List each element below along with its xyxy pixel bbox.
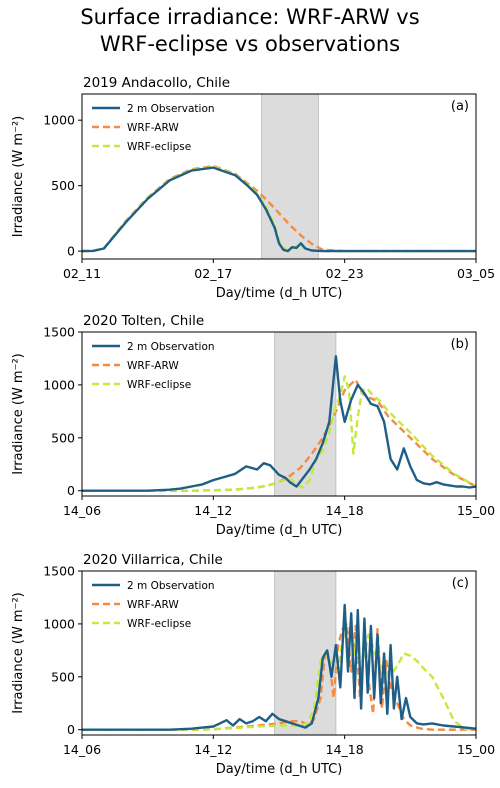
legend-label-arw: WRF-ARW xyxy=(127,360,179,372)
x-tick-label: 14_18 xyxy=(326,742,364,757)
y-tick-label: 1000 xyxy=(43,377,75,392)
y-tick-label: 500 xyxy=(51,669,75,684)
x-tick-label: 14_06 xyxy=(63,742,101,757)
axes-frame xyxy=(81,331,477,497)
legend: 2 m Observation WRF-ARW WRF-eclipse xyxy=(92,580,215,630)
x-axis-label: Day/time (d_h UTC) xyxy=(216,523,343,538)
series-line-obs xyxy=(82,603,476,731)
legend: 2 m Observation WRF-ARW WRF-eclipse xyxy=(92,341,215,391)
x-tick-label: 14_12 xyxy=(194,742,232,757)
y-axis-label: Irradiance (W m⁻²) xyxy=(11,592,26,713)
x-tick-label: 14_12 xyxy=(194,503,232,518)
panel-2: 0 500 1000 1500 14_06 14_12 14_18 15_00 2020 Tol… xyxy=(11,313,495,538)
series-lines xyxy=(82,164,476,253)
x-tick-label: 02_11 xyxy=(63,266,101,281)
series-line-ecl xyxy=(82,375,476,492)
series-lines xyxy=(82,355,476,492)
x-tick-label: 15_00 xyxy=(457,503,495,518)
eclipse-window-shade xyxy=(274,331,337,497)
panel-title: 2020 Tolten, Chile xyxy=(83,313,204,329)
x-tick-label: 02_23 xyxy=(326,266,364,281)
x-tick-label: 14_18 xyxy=(326,503,364,518)
legend-label-arw: WRF-ARW xyxy=(127,122,179,134)
eclipse-window-shade xyxy=(261,93,319,260)
axes-frame xyxy=(81,93,477,260)
x-axis-label: Day/time (d_h UTC) xyxy=(216,286,343,301)
x-tick-label: 15_00 xyxy=(457,742,495,757)
panels: 0 500 1000 02_11 02_17 02_23 03_05 2019 Andacol… xyxy=(11,75,495,777)
legend-label-ecl: WRF-eclipse xyxy=(127,379,191,391)
y-tick-label: 0 xyxy=(67,483,75,498)
legend-label-ecl: WRF-eclipse xyxy=(127,618,191,630)
y-tick-label: 1500 xyxy=(43,564,75,579)
figure-title-line2: WRF-eclipse vs observations xyxy=(100,32,400,56)
axes-frame xyxy=(81,570,477,736)
x-axis-label: Day/time (d_h UTC) xyxy=(216,762,343,777)
y-tick-label: 1000 xyxy=(43,113,75,128)
panel-label: (b) xyxy=(451,337,469,352)
y-tick-label: 0 xyxy=(67,244,75,259)
legend-label-obs: 2 m Observation xyxy=(127,580,215,592)
legend-label-arw: WRF-ARW xyxy=(127,599,179,611)
figure-title-line1: Surface irradiance: WRF-ARW vs xyxy=(80,5,419,29)
legend-label-obs: 2 m Observation xyxy=(127,341,215,353)
y-tick-label: 500 xyxy=(51,178,75,193)
y-tick-label: 500 xyxy=(51,430,75,445)
y-tick-label: 0 xyxy=(67,722,75,737)
x-tick-label: 02_17 xyxy=(194,266,232,281)
legend-label-obs: 2 m Observation xyxy=(127,103,215,115)
series-line-obs xyxy=(82,355,476,492)
x-tick-label: 03_05 xyxy=(457,266,495,281)
y-tick-label: 1000 xyxy=(43,616,75,631)
panel-title: 2020 Villarrica, Chile xyxy=(83,552,223,568)
panel-1: 0 500 1000 02_11 02_17 02_23 03_05 2019 Andacol… xyxy=(11,75,495,301)
series-line-obs xyxy=(82,166,476,253)
x-tick-label: 14_06 xyxy=(63,503,101,518)
panel-label: (c) xyxy=(452,576,469,591)
panel-title: 2019 Andacollo, Chile xyxy=(83,75,230,91)
panel-3: 0 500 1000 1500 14_06 14_12 14_18 15_00 2020 Vil… xyxy=(11,552,495,777)
panel-label: (a) xyxy=(451,99,469,114)
y-axis-label: Irradiance (W m⁻²) xyxy=(11,116,26,237)
legend: 2 m Observation WRF-ARW WRF-eclipse xyxy=(92,103,215,153)
y-axis-label: Irradiance (W m⁻²) xyxy=(11,353,26,474)
legend-label-ecl: WRF-eclipse xyxy=(127,141,191,153)
y-tick-label: 1500 xyxy=(43,325,75,340)
series-lines xyxy=(82,603,476,731)
